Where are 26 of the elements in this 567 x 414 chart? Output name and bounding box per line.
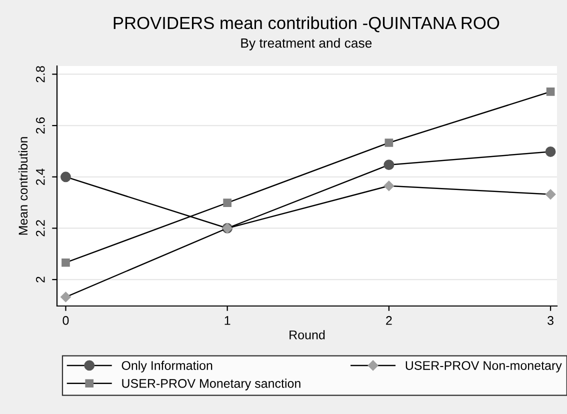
y-tick-label: 2.8	[36, 66, 45, 82]
point	[546, 88, 555, 96]
point	[60, 292, 71, 302]
chart-subtitle: By treatment and case	[241, 38, 372, 50]
point	[62, 258, 70, 267]
legend-label: USER-PROV Monetary sanction	[122, 378, 300, 390]
legend-label: USER-PROV Non-monetary	[406, 361, 562, 372]
y-axis-title: Mean contribution	[18, 137, 28, 235]
x-tick-label: 2	[386, 316, 392, 325]
y-tick-label: 2.2	[36, 220, 45, 236]
point	[545, 189, 556, 200]
x-tick-label: 0	[62, 316, 69, 325]
point	[223, 198, 232, 207]
y-tick-label: 2.4	[36, 168, 45, 185]
x-tick-label: 1	[224, 316, 230, 325]
y-tick-label: 2	[36, 276, 45, 282]
point	[60, 172, 71, 182]
point	[545, 146, 556, 157]
point	[384, 138, 394, 147]
y-tick-label: 2.6	[36, 117, 45, 134]
point	[384, 180, 394, 191]
point	[384, 160, 394, 170]
x-tick-label: 3	[548, 316, 554, 325]
legend-label: Only Information	[122, 360, 212, 372]
chart-title: PROVIDERS mean contribution -QUINTANA ROO	[114, 16, 500, 32]
x-axis-title: Round	[290, 330, 325, 340]
